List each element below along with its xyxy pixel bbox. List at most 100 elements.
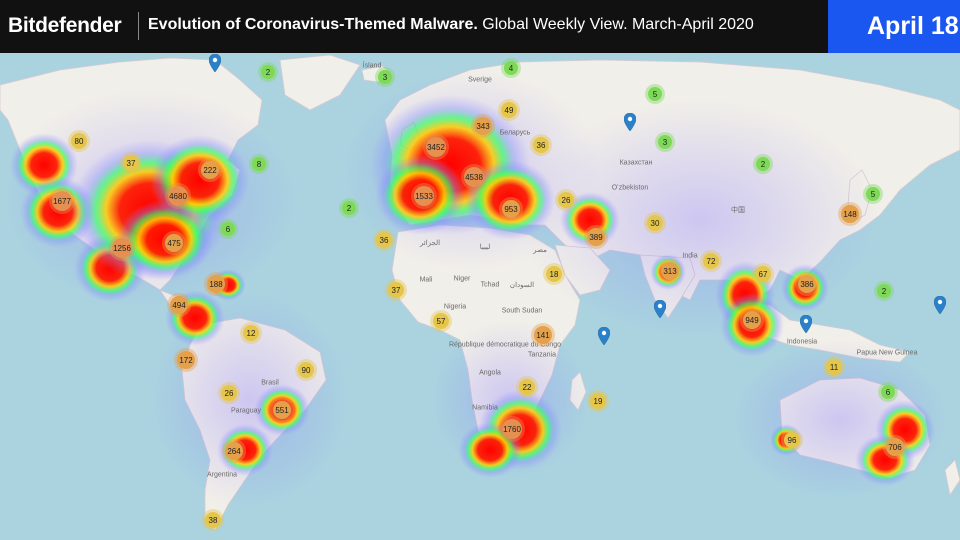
cluster-count: 141: [536, 330, 550, 340]
cluster-marker[interactable]: 1760: [502, 419, 522, 439]
cluster-marker[interactable]: 72: [703, 253, 719, 269]
location-pin-icon[interactable]: [934, 296, 946, 314]
map-label: Indonesia: [786, 338, 818, 346]
map-label: مصر: [533, 247, 547, 254]
cluster-marker[interactable]: 949: [743, 311, 761, 329]
cluster-marker[interactable]: 475: [165, 234, 183, 252]
date-badge: April 18: [828, 0, 960, 53]
map-label: Ísland: [362, 62, 382, 70]
cluster-marker[interactable]: 1533: [414, 186, 434, 206]
location-pin-icon[interactable]: [654, 300, 666, 318]
location-pin-icon[interactable]: [209, 54, 221, 72]
cluster-count: 4: [508, 63, 514, 73]
cluster-marker[interactable]: 80: [71, 133, 87, 149]
cluster-marker[interactable]: 4680: [168, 186, 188, 206]
cluster-marker[interactable]: 148: [841, 205, 859, 223]
cluster-count: 19: [593, 396, 603, 406]
cluster-count: 3: [662, 137, 668, 147]
cluster-marker[interactable]: 67: [755, 266, 771, 282]
map-label: Namibia: [472, 404, 498, 412]
cluster-marker[interactable]: 4: [504, 61, 518, 75]
cluster-marker[interactable]: 26: [221, 385, 237, 401]
cluster-count: 148: [843, 209, 857, 219]
cluster-count: 37: [126, 158, 136, 168]
cluster-marker[interactable]: 313: [661, 262, 679, 280]
map-label: Brasil: [261, 379, 279, 387]
world-map[interactable]: Ísland Sverige Беларусь Казахстан Oʻzbekisto…: [0, 53, 960, 540]
cluster-count: 2: [760, 159, 766, 169]
cluster-marker[interactable]: 4538: [464, 167, 484, 187]
map-label: Paraguay: [231, 407, 261, 415]
cluster-marker[interactable]: 141: [534, 326, 552, 344]
cluster-marker[interactable]: 5: [866, 187, 880, 201]
cluster-marker[interactable]: 6: [221, 222, 235, 236]
cluster-marker[interactable]: 389: [587, 228, 605, 246]
cluster-marker[interactable]: 96: [784, 432, 800, 448]
cluster-marker[interactable]: 3: [658, 135, 672, 149]
cluster-count: 49: [504, 105, 514, 115]
cluster-marker[interactable]: 26: [558, 192, 574, 208]
cluster-marker[interactable]: 3452: [426, 137, 446, 157]
location-pin-icon[interactable]: [598, 327, 610, 345]
map-label: Tanzania: [527, 351, 557, 359]
title-subtitle: Global Weekly View. March-April 2020: [477, 16, 754, 33]
cluster-marker[interactable]: 22: [519, 379, 535, 395]
cluster-marker[interactable]: 2: [877, 284, 891, 298]
cluster-marker[interactable]: 2: [756, 157, 770, 171]
cluster-marker[interactable]: 30: [647, 215, 663, 231]
cluster-marker[interactable]: 3: [378, 70, 392, 84]
cluster-marker[interactable]: 953: [502, 200, 520, 218]
cluster-count: 4680: [169, 191, 187, 201]
map-label: 中国: [731, 207, 745, 214]
cluster-count: 80: [74, 136, 84, 146]
cluster-marker[interactable]: 551: [273, 401, 291, 419]
map-label: Mali: [419, 276, 433, 284]
cluster-marker[interactable]: 264: [225, 442, 243, 460]
cluster-marker[interactable]: 19: [590, 393, 606, 409]
cluster-count: 313: [663, 266, 677, 276]
cluster-marker[interactable]: 37: [388, 282, 404, 298]
greenland: [279, 54, 361, 111]
cluster-count: 12: [246, 328, 256, 338]
cluster-marker[interactable]: 8: [252, 157, 266, 171]
cluster-marker[interactable]: 2: [342, 201, 356, 215]
cluster-count: 72: [706, 256, 716, 266]
cluster-marker[interactable]: 706: [886, 438, 904, 456]
cluster-marker[interactable]: 1677: [52, 191, 72, 211]
cluster-count: 188: [209, 279, 223, 289]
cluster-marker[interactable]: 11: [826, 359, 842, 375]
cluster-marker[interactable]: 5: [648, 87, 662, 101]
cluster-marker[interactable]: 38: [205, 512, 221, 528]
cluster-count: 90: [301, 365, 311, 375]
cluster-marker[interactable]: 12: [243, 325, 259, 341]
cluster-marker[interactable]: 2: [261, 65, 275, 79]
cluster-marker[interactable]: 37: [123, 155, 139, 171]
cluster-marker[interactable]: 222: [201, 161, 219, 179]
map-label: Papua New Guinea: [856, 349, 918, 357]
cluster-marker[interactable]: 49: [501, 102, 517, 118]
cluster-marker[interactable]: 386: [798, 275, 816, 293]
cluster-marker[interactable]: 188: [207, 275, 225, 293]
cluster-count: 1677: [53, 196, 71, 206]
cluster-marker[interactable]: 494: [170, 296, 188, 314]
map-label: ليبيا: [479, 244, 491, 251]
header-bar: Bitdefender Evolution of Coronavirus-The…: [0, 0, 960, 53]
cluster-marker[interactable]: 36: [533, 137, 549, 153]
cluster-marker[interactable]: 90: [298, 362, 314, 378]
cluster-marker[interactable]: 57: [433, 313, 449, 329]
cluster-marker[interactable]: 36: [376, 232, 392, 248]
cluster-count: 11: [829, 362, 839, 372]
cluster-marker[interactable]: 6: [881, 385, 895, 399]
location-pin-icon[interactable]: [624, 113, 636, 131]
map-label: Tchad: [480, 281, 500, 289]
cluster-count: 5: [652, 89, 658, 99]
cluster-count: 67: [758, 269, 768, 279]
map-label: Oʻzbekiston: [611, 184, 649, 192]
location-pin-icon[interactable]: [800, 315, 812, 333]
cluster-marker[interactable]: 1256: [112, 238, 132, 258]
cluster-marker[interactable]: 172: [177, 351, 195, 369]
cluster-count: 6: [225, 224, 231, 234]
header-divider: [138, 12, 139, 40]
cluster-marker[interactable]: 343: [474, 117, 492, 135]
cluster-marker[interactable]: 18: [546, 266, 562, 282]
